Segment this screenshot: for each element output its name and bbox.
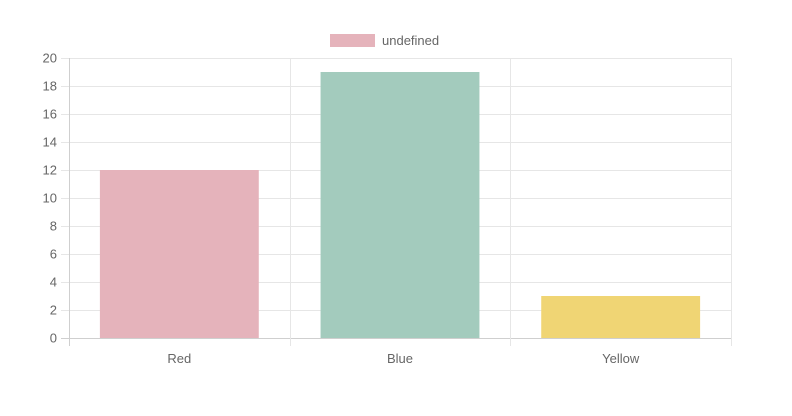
x-tick-label: Blue [387,351,413,366]
y-tick-label: 14 [43,135,57,150]
y-tick-label: 2 [50,303,57,318]
legend-swatch [330,34,375,47]
y-tick-label: 12 [43,163,57,178]
y-tick-label: 10 [43,191,57,206]
x-tick-label: Red [167,351,191,366]
legend-label: undefined [382,33,439,48]
y-tick-label: 16 [43,107,57,122]
y-tick-label: 0 [50,331,57,346]
legend: undefined [330,33,439,48]
y-tick-label: 20 [43,51,57,66]
y-tick-label: 18 [43,79,57,94]
bar-blue[interactable] [320,72,480,338]
x-tick-label: Yellow [602,351,640,366]
y-tick-label: 4 [50,275,57,290]
y-tick-label: 8 [50,219,57,234]
y-tick-label: 6 [50,247,57,262]
bar-yellow[interactable] [541,296,701,338]
bars [99,72,701,338]
axes: 0 2 4 6 8 10 12 14 16 18 20 Red Blue Yellow [43,51,640,367]
bar-red[interactable] [99,170,259,338]
